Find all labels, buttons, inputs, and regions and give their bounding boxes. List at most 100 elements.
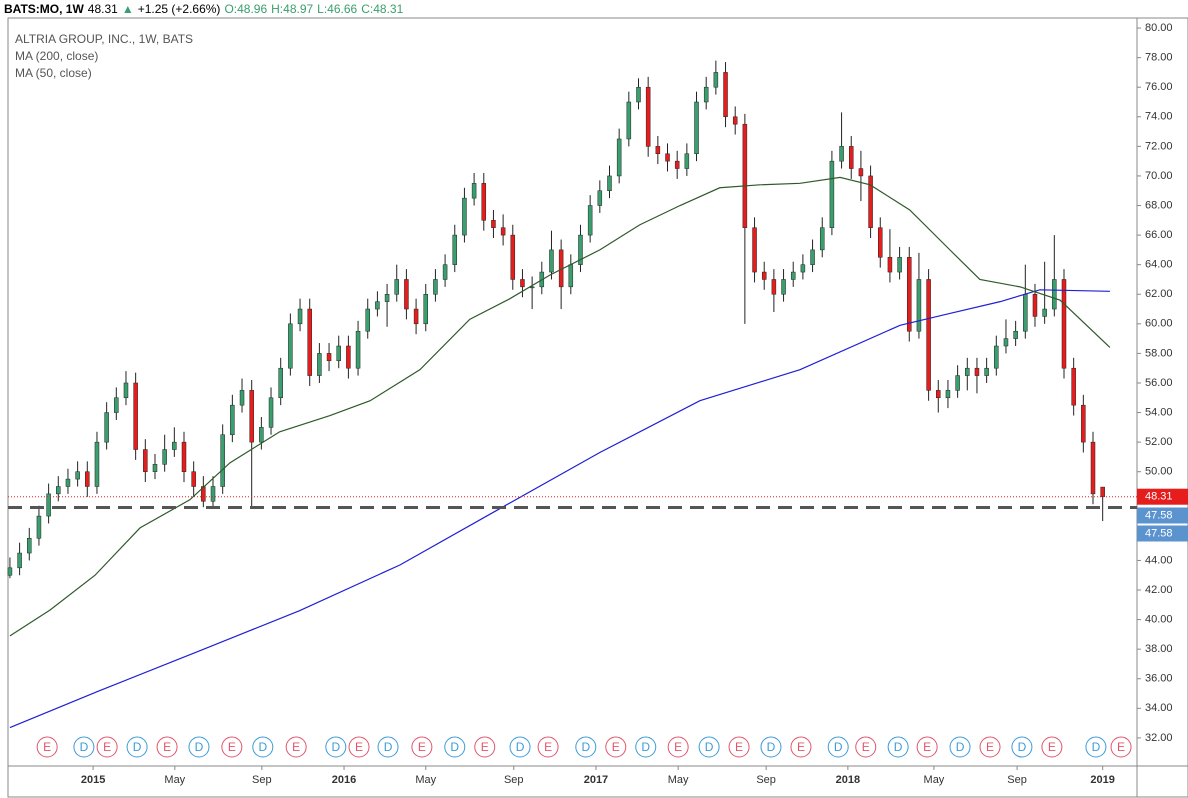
candle-body — [878, 227, 883, 258]
change: +1.25 (+2.66%) — [137, 2, 221, 16]
price-label-box — [1137, 488, 1188, 505]
event-marker — [575, 736, 597, 758]
candle-body — [481, 183, 487, 221]
candle-body — [916, 279, 922, 332]
candle-body — [897, 257, 902, 273]
candle-body — [1100, 486, 1105, 497]
candle-body — [133, 382, 138, 450]
x-tick-label: May — [924, 774, 945, 786]
candle-body — [703, 86, 709, 103]
candle-body — [249, 390, 254, 443]
candle-body — [848, 146, 854, 169]
candle-body — [626, 101, 632, 140]
candle-body — [210, 486, 216, 502]
candle-body — [394, 279, 399, 295]
candle-body — [974, 367, 980, 376]
event-label: E — [418, 740, 426, 754]
candle-body — [1052, 279, 1057, 310]
candle-body — [752, 227, 757, 273]
event-marker — [252, 736, 274, 758]
candle-body — [1090, 441, 1096, 495]
event-label: D — [767, 740, 776, 754]
candle-body — [181, 441, 187, 472]
event-label: E — [481, 740, 489, 754]
candle-body — [230, 404, 235, 435]
event-label: E — [163, 740, 171, 754]
event-label: E — [1048, 740, 1056, 754]
event-marker — [790, 736, 812, 758]
candle-body — [326, 353, 332, 362]
candle-body — [732, 116, 738, 125]
candle-body — [220, 434, 225, 487]
y-tick-label: 54.00 — [1145, 406, 1173, 418]
y-tick-label: 76.00 — [1145, 81, 1173, 93]
candle-body — [143, 449, 148, 472]
candle-body — [674, 160, 680, 169]
x-tick-label: 2017 — [584, 774, 608, 786]
event-marker — [285, 736, 307, 758]
event-label: E — [612, 740, 620, 754]
candle-body — [85, 471, 90, 487]
event-marker — [1085, 736, 1107, 758]
event-label: D — [258, 740, 267, 754]
candle-body — [761, 271, 767, 280]
event-marker — [635, 736, 657, 758]
event-label: D — [894, 740, 903, 754]
candle-body — [781, 279, 786, 295]
candle-body — [945, 390, 951, 399]
candle-body — [926, 279, 931, 391]
candle-body — [433, 279, 438, 295]
y-tick-label: 74.00 — [1145, 111, 1173, 123]
x-tick-label: May — [415, 774, 436, 786]
moving-average-line — [9, 176, 1111, 637]
candle-body — [297, 308, 303, 325]
y-tick-label: 42.00 — [1145, 584, 1173, 596]
event-label: D — [1092, 740, 1101, 754]
event-marker — [979, 736, 1001, 758]
open: O:48.96 — [224, 2, 268, 16]
event-marker — [411, 736, 433, 758]
y-tick-label: 62.00 — [1145, 288, 1173, 300]
candle-body — [442, 264, 448, 280]
y-tick-label: 40.00 — [1145, 614, 1173, 626]
event-label: E — [986, 740, 994, 754]
candle-body — [868, 175, 873, 228]
event-marker — [537, 736, 559, 758]
candle-body — [994, 345, 999, 369]
candle-body — [568, 264, 574, 288]
y-tick-label: 58.00 — [1145, 347, 1173, 359]
candle-body — [201, 486, 206, 502]
candle-body — [384, 293, 390, 302]
event-marker — [1011, 736, 1033, 758]
candle-body — [104, 412, 109, 443]
candle-body — [607, 175, 612, 191]
x-tick-label: 2015 — [81, 774, 105, 786]
candle-body — [268, 397, 274, 428]
candle-body — [239, 390, 245, 406]
event-label: E — [103, 740, 111, 754]
candle-body — [355, 330, 361, 369]
event-label: E — [797, 740, 805, 754]
event-label: E — [923, 740, 931, 754]
y-tick-label: 70.00 — [1145, 170, 1173, 182]
x-tick-label: May — [668, 774, 689, 786]
event-marker — [605, 736, 627, 758]
event-marker — [509, 736, 531, 758]
candle-body — [462, 197, 467, 236]
candle-body — [123, 382, 129, 399]
candle-body — [771, 279, 777, 295]
candle-body — [75, 471, 80, 480]
candle-body — [636, 86, 641, 103]
candle-body — [46, 493, 51, 517]
candle-body — [1071, 367, 1076, 406]
candle-body — [500, 227, 506, 236]
y-tick-label: 44.00 — [1145, 554, 1173, 566]
candle-body — [510, 234, 516, 280]
candle-body — [520, 279, 525, 288]
event-label: D — [834, 740, 843, 754]
candle-body — [887, 257, 893, 273]
candle-body — [829, 160, 835, 228]
candle-body — [616, 138, 622, 177]
candle-body — [375, 301, 380, 310]
event-marker — [444, 736, 466, 758]
